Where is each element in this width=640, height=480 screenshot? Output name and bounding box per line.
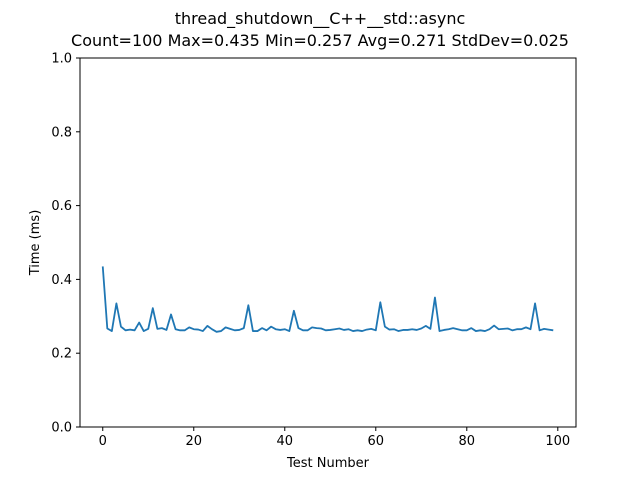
y-tick-label: 0.6 (51, 199, 72, 214)
chart-subtitle: Count=100 Max=0.435 Min=0.257 Avg=0.271 … (71, 31, 569, 50)
y-axis-ticks: 0.0 0.2 0.4 0.6 0.8 1.0 (51, 52, 80, 436)
x-axis-label: Test Number (286, 456, 370, 471)
x-axis-ticks: 0 20 40 60 80 100 (99, 427, 570, 449)
y-tick-label: 0.8 (51, 125, 72, 140)
y-tick-label: 0.2 (51, 347, 72, 362)
x-tick-label: 60 (368, 434, 385, 449)
x-tick-label: 0 (99, 434, 107, 449)
y-axis-label: Time (ms) (28, 210, 43, 277)
plot-frame (79, 57, 577, 428)
x-tick-label: 80 (459, 434, 476, 449)
chart-title: thread_shutdown__C++__std::async (175, 9, 466, 29)
y-tick-label: 1.0 (51, 52, 72, 67)
x-tick-label: 40 (276, 434, 293, 449)
series-line-0 (101, 266, 554, 333)
x-tick-label: 100 (545, 434, 570, 449)
plot-area (101, 266, 554, 333)
x-tick-label: 20 (185, 434, 202, 449)
y-tick-label: 0.4 (51, 273, 72, 288)
y-tick-label: 0.0 (51, 421, 72, 436)
